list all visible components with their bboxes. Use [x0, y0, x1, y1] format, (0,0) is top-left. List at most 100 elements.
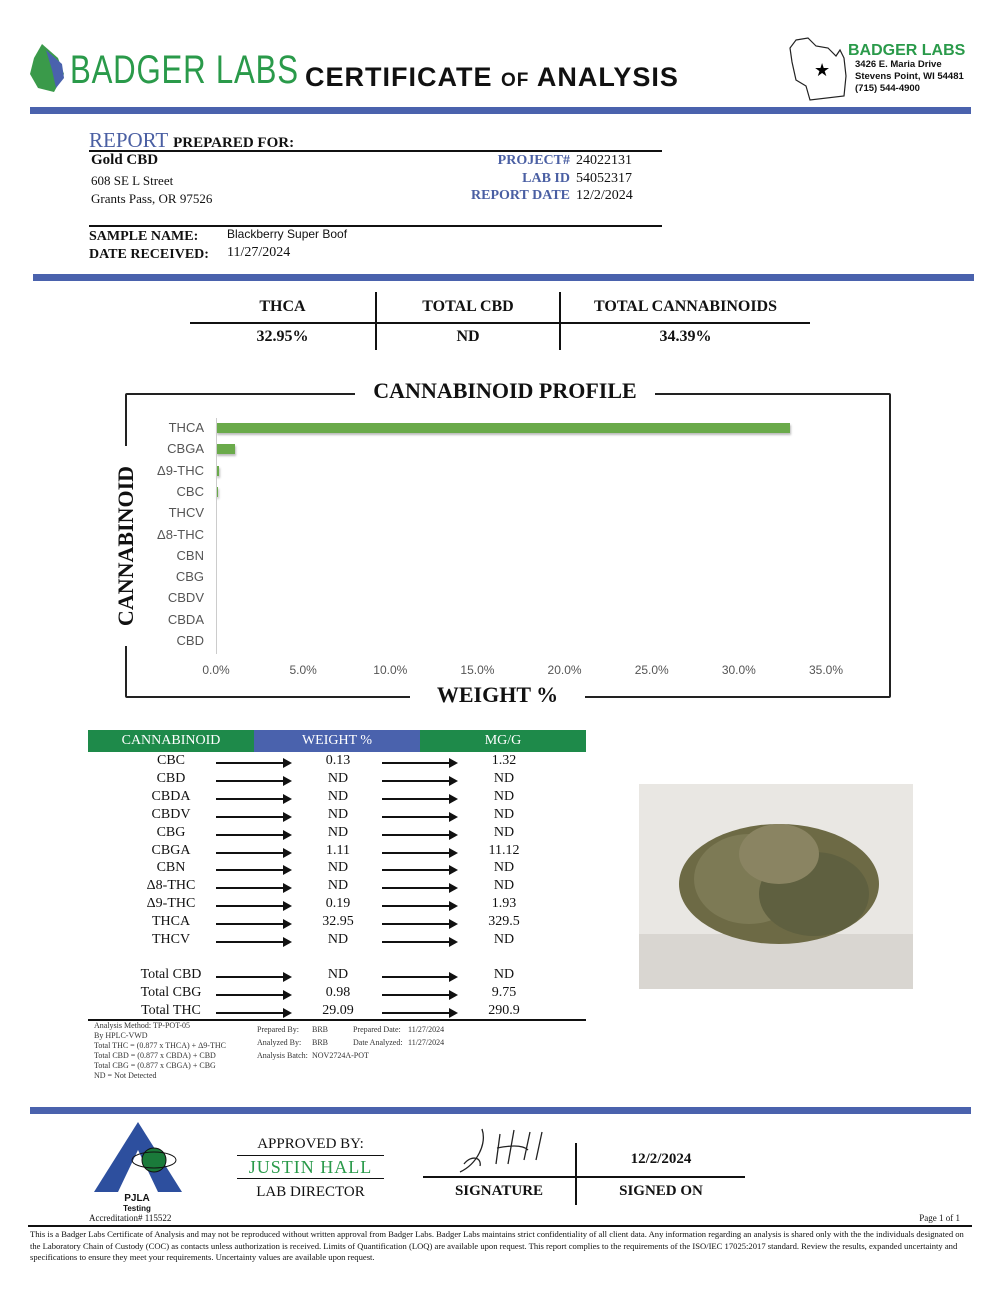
x-tick-label: 25.0% — [634, 663, 669, 677]
bar-CBGA — [216, 444, 236, 455]
table-row: THCV ND ND — [88, 932, 588, 950]
y-axis-label: CANNABINOID — [113, 446, 139, 646]
weight-percent: ND — [327, 878, 349, 894]
date-received: 11/27/2024 — [227, 245, 291, 260]
divider — [30, 107, 971, 114]
category-label: CBDV — [167, 590, 204, 606]
signature-label: SIGNATURE — [454, 1183, 544, 1199]
report-heading: REPORT PREPARED FOR: — [89, 128, 295, 152]
divider — [89, 225, 662, 227]
client-name: Gold CBD — [91, 152, 159, 168]
category-label: CBC — [176, 483, 204, 499]
arrow-icon — [216, 919, 292, 930]
arrow-icon — [382, 937, 458, 947]
divider — [30, 1107, 971, 1114]
y-axis — [216, 418, 217, 654]
arrow-icon — [216, 883, 292, 894]
divider — [33, 274, 974, 281]
mg-per-g: 329.5 — [488, 914, 520, 930]
table-row: Total CBG 0.98 9.75 — [88, 985, 588, 1003]
weight-percent: ND — [327, 770, 349, 786]
weight-percent: 32.95 — [322, 914, 354, 930]
arrow-icon — [382, 883, 458, 894]
table-row: CBGA 1.11 11.12 — [88, 843, 588, 861]
arrow-icon — [216, 901, 292, 912]
category-label: CBG — [175, 569, 204, 585]
x-tick-label: 5.0% — [289, 663, 317, 677]
category-label: THCA — [168, 420, 204, 435]
signature-image — [459, 1128, 543, 1173]
arrow-icon — [382, 847, 458, 858]
weight-percent: 0.19 — [325, 896, 351, 912]
arrow-icon — [382, 989, 458, 1000]
cannabinoid-name: CBDA — [151, 788, 191, 804]
document-title: CERTIFICATE OF ANALYSIS — [305, 62, 679, 92]
client-street: 608 SE L Street — [91, 173, 174, 188]
cannabinoid-name: Total CBG — [140, 984, 202, 1000]
category-label: CBGA — [167, 441, 204, 457]
arrow-icon — [216, 865, 292, 876]
divider — [89, 150, 662, 152]
table-row: Δ8-THC ND ND — [88, 878, 588, 896]
cannabinoid-name: THCV — [151, 932, 191, 947]
summary-label: TOTAL CANNABINOIDS — [593, 298, 777, 315]
chart-title: CANNABINOID PROFILE — [355, 378, 655, 404]
x-axis-label: WEIGHT % — [410, 682, 585, 708]
divider — [423, 1176, 745, 1178]
table-row: Total THC 29.09 290.9 — [88, 1003, 588, 1021]
category-label: CBD — [176, 633, 204, 648]
address-company: BADGER LABS — [848, 42, 966, 59]
arrow-icon — [382, 865, 458, 876]
chart-frame — [125, 393, 891, 698]
mg-per-g: ND — [493, 967, 515, 982]
table-row: THCA 32.95 329.5 — [88, 914, 588, 932]
x-tick-label: 10.0% — [373, 663, 408, 677]
category-label: Δ9-THC — [157, 462, 204, 478]
date-labels: Prepared Date: Date Analyzed: — [353, 1025, 403, 1047]
arrow-icon — [216, 847, 292, 858]
table-row: CBN ND ND — [88, 860, 588, 878]
cannabinoid-name: CBN — [156, 860, 186, 876]
x-tick-label: 20.0% — [547, 663, 582, 677]
arrow-icon — [382, 793, 458, 804]
arrow-icon — [382, 829, 458, 840]
svg-text:★: ★ — [814, 60, 830, 80]
cannabinoid-name: CBG — [156, 824, 186, 840]
category-label: CBDA — [167, 611, 204, 627]
lab-address: 3426 E. Maria Drive Stevens Point, WI 544… — [855, 59, 964, 94]
summary-value: 34.39% — [659, 328, 712, 345]
table-row: CBDA ND ND — [88, 789, 588, 807]
column-header: WEIGHT % — [254, 730, 420, 752]
weight-percent: ND — [327, 806, 349, 822]
cannabinoid-name: THCA — [151, 914, 191, 930]
x-tick-label: 35.0% — [808, 663, 844, 677]
arrow-icon — [382, 901, 458, 912]
weight-percent: ND — [327, 824, 349, 840]
arrow-icon — [216, 775, 292, 786]
table-row: Total CBD ND ND — [88, 967, 588, 985]
mg-per-g: ND — [493, 878, 515, 894]
sample-name: Blackberry Super Boof — [227, 227, 348, 241]
cannabinoid-name: CBD — [156, 770, 186, 786]
client-city: Grants Pass, OR 97526 — [91, 191, 213, 206]
arrow-icon — [216, 758, 292, 768]
mg-per-g: 1.93 — [491, 896, 517, 912]
sample-labels: SAMPLE NAME: DATE RECEIVED: — [89, 229, 209, 262]
column-header: CANNABINOID — [88, 730, 254, 752]
arrow-icon — [216, 989, 292, 1000]
weight-percent: ND — [327, 860, 349, 876]
divider — [28, 1225, 972, 1227]
accreditation-number: Accreditation# 115522 — [89, 1213, 172, 1223]
mg-per-g: ND — [493, 770, 515, 786]
mg-per-g: 290.9 — [488, 1002, 520, 1018]
cannabinoid-name: CBGA — [151, 842, 191, 858]
signed-date: 12/2/2024 — [630, 1151, 692, 1167]
weight-percent: ND — [327, 967, 349, 982]
analyst-values: BRB BRB NOV2724A-POT — [312, 1025, 369, 1060]
weight-percent: 1.11 — [326, 842, 350, 858]
weight-percent: ND — [327, 788, 349, 804]
cannabinoid-name: Δ9-THC — [146, 896, 196, 912]
divider — [88, 1019, 586, 1021]
brand-logo: BADGER LABS — [70, 48, 299, 92]
